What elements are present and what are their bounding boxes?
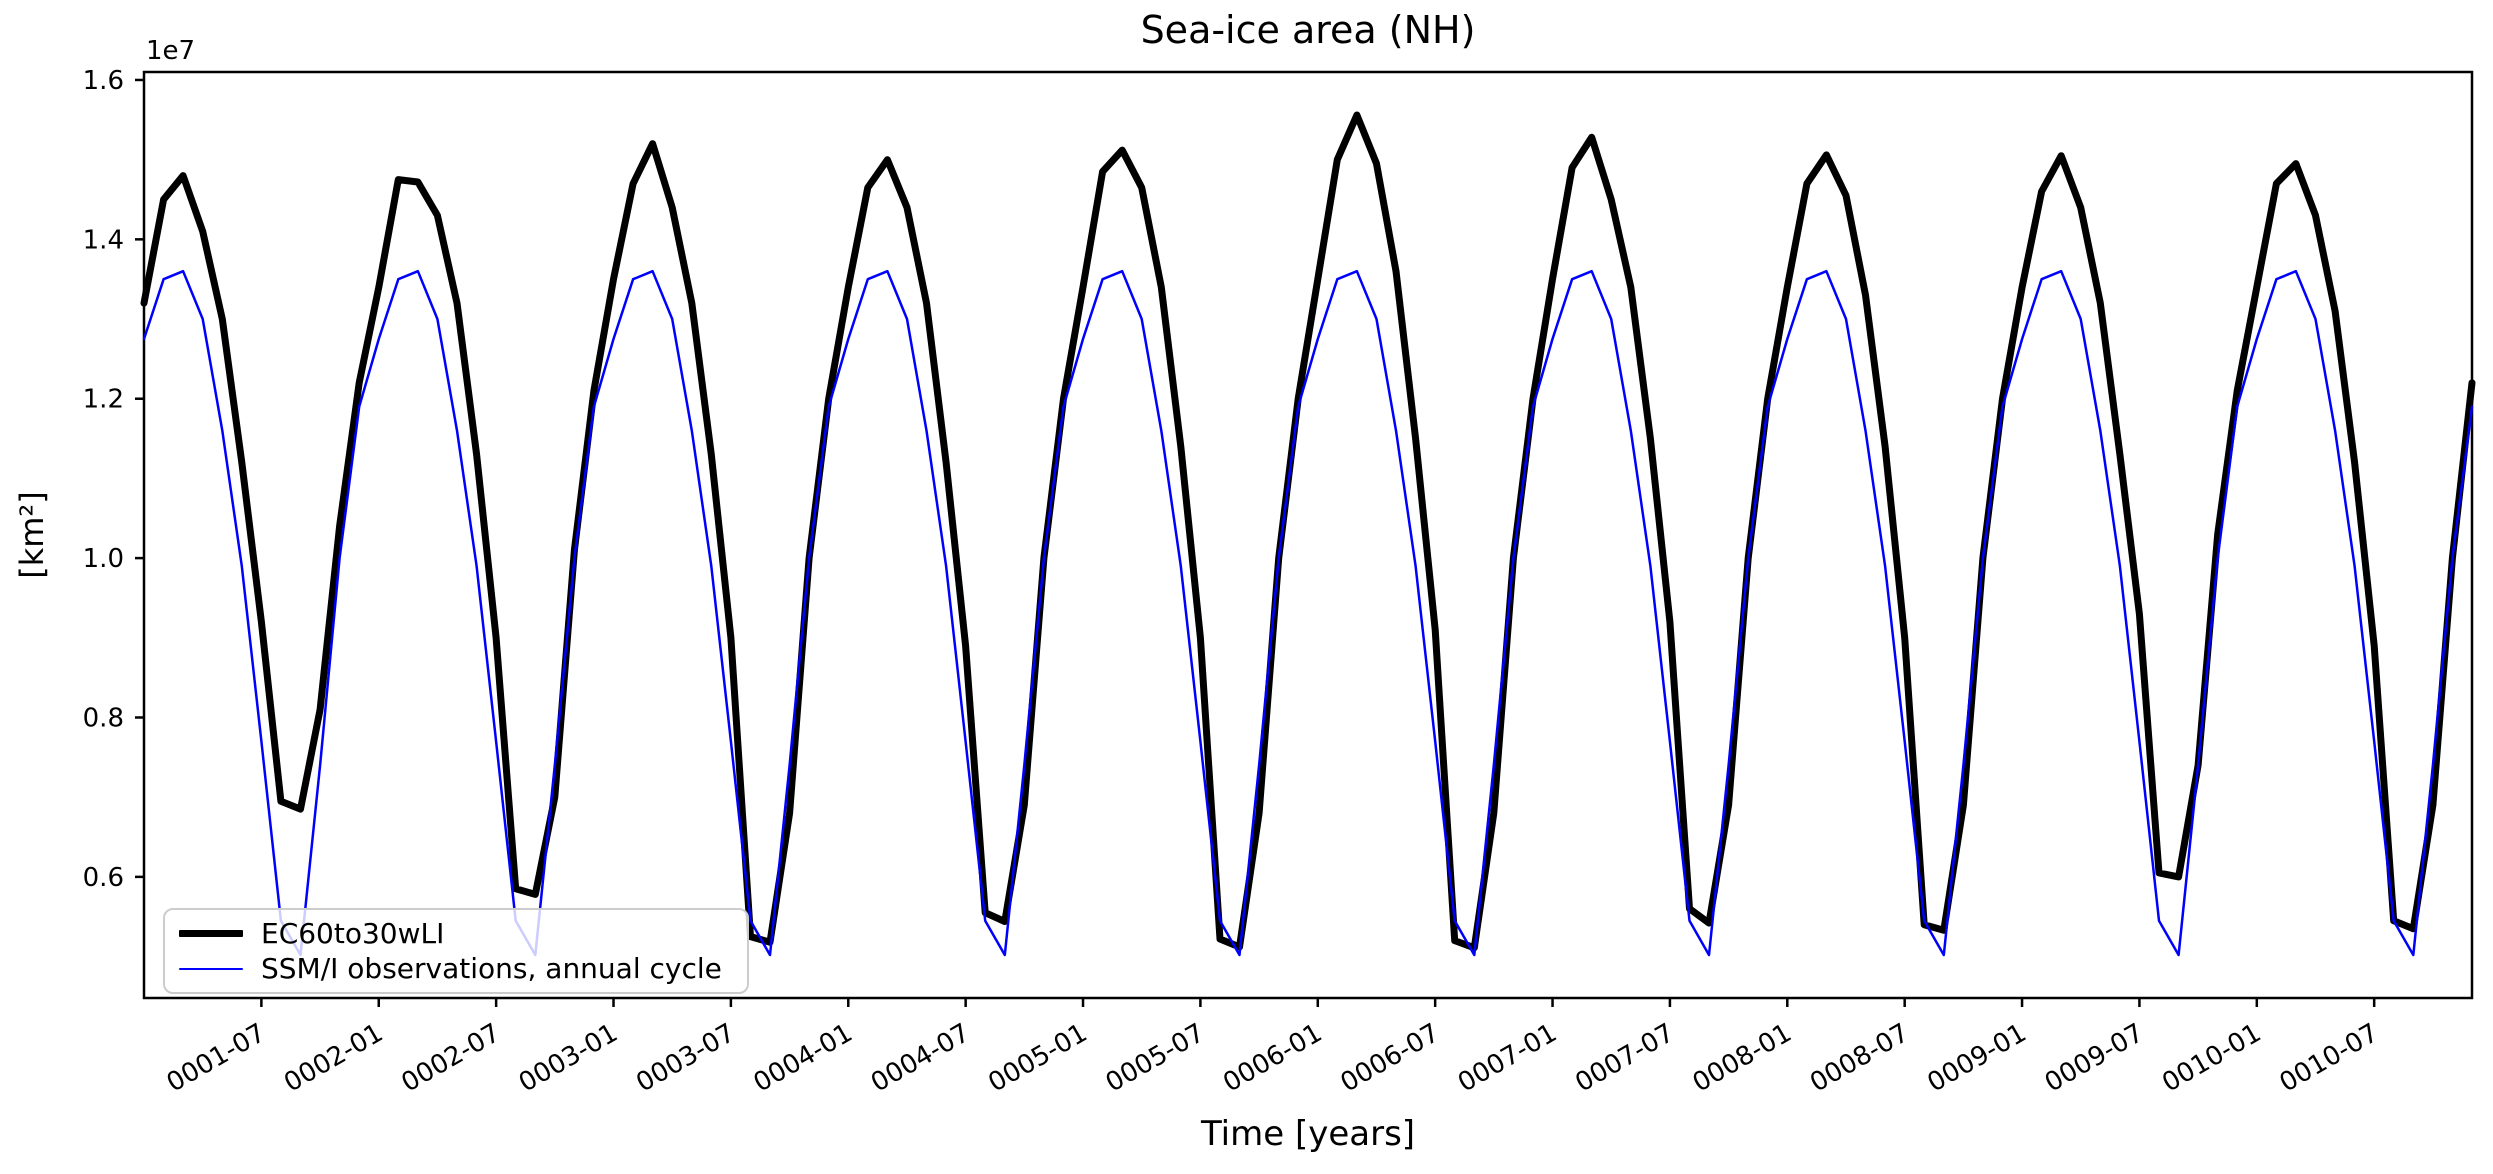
x-tick-label: 0006-01 xyxy=(1218,1018,1327,1098)
legend: EC60to30wLI SSM/I observations, annual c… xyxy=(163,908,749,994)
x-tick-label: 0002-01 xyxy=(279,1018,388,1098)
y-tick-label: 1.4 xyxy=(83,225,124,255)
x-tick-label: 0004-07 xyxy=(866,1018,975,1098)
x-tick-label: 0003-07 xyxy=(631,1018,740,1098)
legend-line-sample-blue xyxy=(179,967,243,971)
y-tick-label: 1.2 xyxy=(83,385,124,415)
y-tick-label: 0.8 xyxy=(83,703,124,733)
x-tick-label: 0009-07 xyxy=(2040,1018,2149,1098)
legend-line-sample-black xyxy=(179,929,243,937)
y-tick-label: 0.6 xyxy=(83,863,124,893)
y-tick-label: 1.6 xyxy=(83,66,124,96)
plot-area xyxy=(142,70,2474,1000)
legend-entry-model: EC60to30wLI xyxy=(179,917,733,950)
x-tick-label: 0002-07 xyxy=(397,1018,506,1098)
y-tick-label: 1.0 xyxy=(83,544,124,574)
legend-entry-observations: SSM/I observations, annual cycle xyxy=(179,952,733,985)
x-axis-label: Time [years] xyxy=(1200,1114,1416,1154)
x-tick-label: 0010-01 xyxy=(2157,1018,2266,1098)
x-tick-label: 0009-01 xyxy=(1922,1018,2031,1098)
x-tick-label: 0008-01 xyxy=(1688,1018,1797,1098)
x-tick-label: 0005-01 xyxy=(983,1018,1092,1098)
x-tick-label: 0004-01 xyxy=(749,1018,858,1098)
line-series-ec60to30wli xyxy=(140,111,2476,952)
x-tick-label: 0001-07 xyxy=(162,1018,271,1098)
x-tick-label: 0007-07 xyxy=(1570,1018,1679,1098)
x-tick-label: 0005-07 xyxy=(1101,1018,1210,1098)
x-tick-label: 0003-01 xyxy=(514,1018,623,1098)
x-tick-label: 0007-01 xyxy=(1453,1018,1562,1098)
x-tick-label: 0008-07 xyxy=(1805,1018,1914,1098)
x-tick-label: 0010-07 xyxy=(2275,1018,2384,1098)
legend-label: EC60to30wLI xyxy=(261,916,445,950)
x-tick-label: 0006-07 xyxy=(1336,1018,1445,1098)
y-axis-offset-label: 1e7 xyxy=(146,36,196,66)
chart-title: Sea-ice area (NH) xyxy=(1140,8,1476,52)
legend-label: SSM/I observations, annual cycle xyxy=(261,952,722,986)
y-axis-label: [km²] xyxy=(13,491,51,579)
